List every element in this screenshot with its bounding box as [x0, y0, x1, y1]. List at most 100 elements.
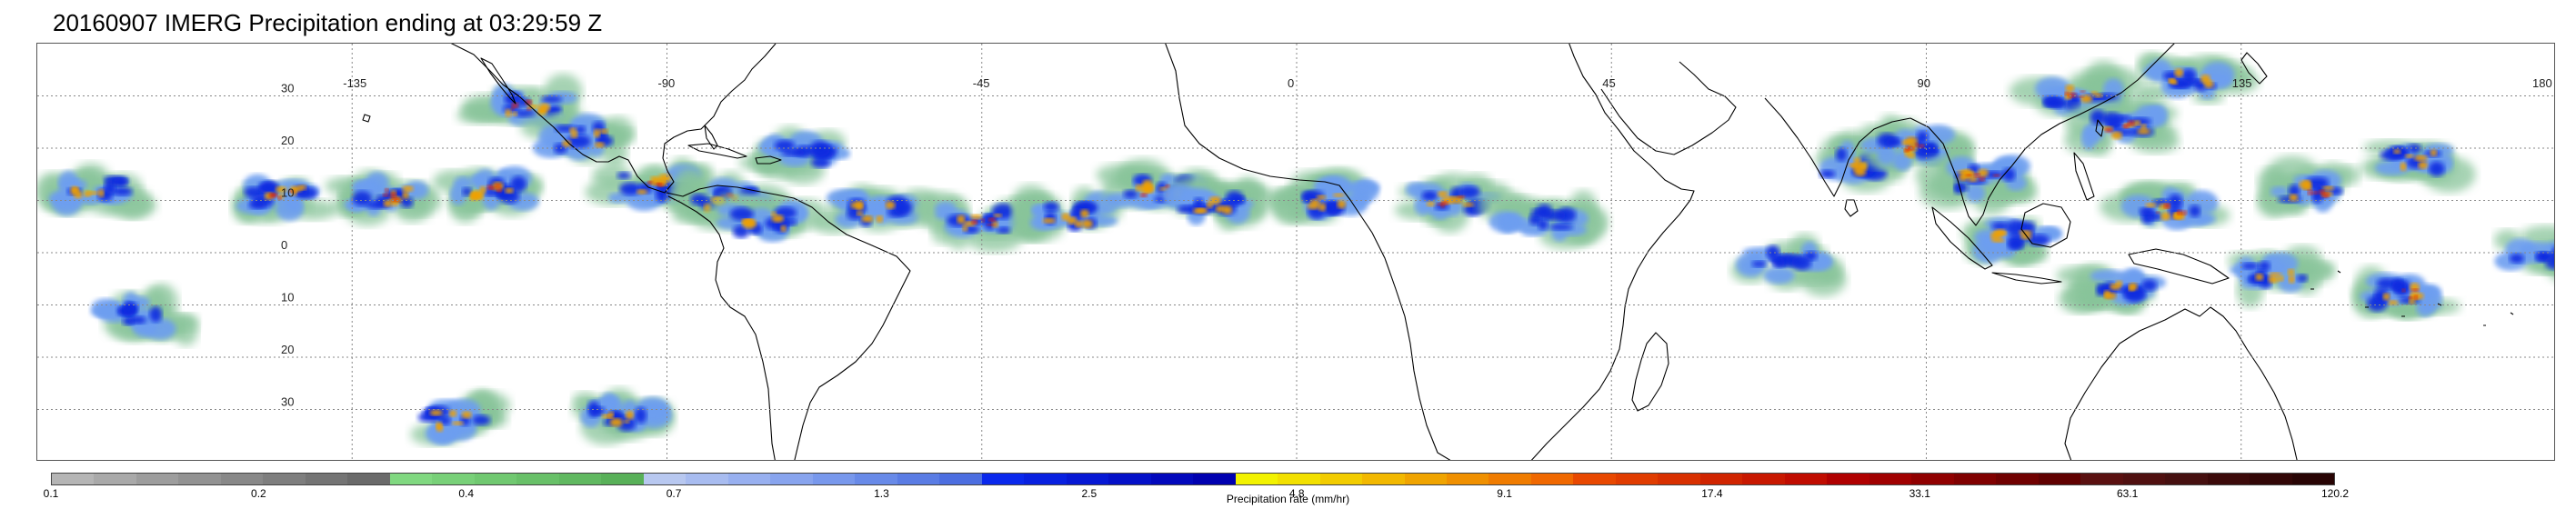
lon-label: 45	[1602, 76, 1615, 90]
precip-cell	[520, 113, 636, 167]
colorbar-cell	[1827, 474, 1869, 484]
colorbar-tick-label: 33.1	[1909, 487, 1930, 500]
colorbar-cell	[1362, 474, 1405, 484]
precip-cell	[1162, 173, 1274, 231]
colorbar-cell	[1615, 474, 1659, 484]
java-coastline	[1991, 272, 2062, 284]
lon-label: 90	[1918, 76, 1930, 90]
precip-cell	[37, 163, 157, 219]
southeast-asia-coastline	[1909, 44, 2175, 226]
africa-coastline	[1165, 44, 1695, 460]
lat-label: 0	[281, 238, 287, 252]
map-canvas: 30 20 10 0 10 20 30 -135 -90 -45 0 45 90 135 180	[37, 44, 2554, 460]
colorbar-cell	[474, 474, 517, 484]
colorbar-tick-label: 0.2	[251, 487, 266, 500]
lon-label: -135	[343, 76, 366, 90]
colorbar-cell	[812, 474, 856, 484]
colorbar-cell	[643, 474, 687, 484]
madagascar-coastline	[1631, 332, 1669, 412]
lat-label: 10	[281, 186, 294, 200]
colorbar-cell	[1699, 474, 1743, 484]
precipitation-layer	[37, 52, 2554, 446]
colorbar-cell	[1573, 474, 1616, 484]
precip-cell	[1730, 233, 1847, 297]
colorbar-cell	[1996, 474, 2039, 484]
colorbar-tick-label: 0.7	[666, 487, 682, 500]
india-coastline	[1764, 97, 1911, 197]
north-america-coastline	[450, 44, 777, 194]
precip-cell	[2227, 245, 2336, 308]
colorbar-cell	[1193, 474, 1236, 484]
precip-cell	[738, 125, 851, 185]
lon-label: -90	[658, 76, 676, 90]
precip-cell	[1267, 168, 1380, 225]
colorbar-cell	[981, 474, 1025, 484]
precip-cell	[1011, 185, 1123, 242]
colorbar-cell	[178, 474, 221, 484]
lat-label: 20	[281, 343, 294, 356]
colorbar-cell	[897, 474, 940, 484]
colorbar-tick-label: 0.1	[43, 487, 59, 500]
precip-cell	[571, 387, 676, 445]
colorbar-cell	[1108, 474, 1151, 484]
colorbar-cell	[1488, 474, 1531, 484]
colorbar-cell	[939, 474, 982, 484]
precip-cell	[1477, 189, 1609, 250]
colorbar-cell	[1404, 474, 1447, 484]
precip-cell	[2135, 52, 2260, 105]
hawaii-coastline	[362, 114, 371, 123]
colorbar-cell	[2122, 474, 2166, 484]
coastline-layer	[362, 44, 2514, 460]
precip-cell	[231, 174, 337, 224]
precip-cell	[707, 192, 829, 243]
colorbar-tick-label: 63.1	[2116, 487, 2139, 500]
precip-cell	[1961, 216, 2063, 265]
lat-label: 30	[281, 395, 294, 409]
lat-label: 30	[281, 82, 294, 95]
colorbar-cell	[347, 474, 390, 484]
precip-cell	[2493, 225, 2554, 280]
colorbar-cell	[1235, 474, 1278, 484]
colorbar-cell	[558, 474, 602, 484]
colorbar-tick-label: 0.4	[458, 487, 475, 500]
colorbar-cell	[52, 474, 95, 484]
precip-cell	[2064, 95, 2180, 155]
colorbar-cell	[1024, 474, 1067, 484]
precip-cell	[2056, 264, 2167, 314]
colorbar-cell	[727, 474, 771, 484]
colorbar-cell	[1278, 474, 1320, 484]
arabia-coastline	[1600, 61, 1737, 155]
lon-label: 135	[2232, 76, 2252, 90]
precip-cell	[1857, 115, 1974, 175]
sri-lanka-coastline	[1844, 199, 1859, 217]
colorbar-cell	[1742, 474, 1785, 484]
colorbar-cell	[1319, 474, 1363, 484]
colorbar-tick-label: 9.1	[1497, 487, 1512, 500]
australia-coastline	[2064, 306, 2298, 460]
south-america-coastline	[666, 185, 911, 460]
colorbar-cell	[1953, 474, 1997, 484]
colorbar-cell	[2207, 474, 2250, 484]
baja-california-coastline	[480, 57, 516, 105]
precip-cell	[2100, 182, 2230, 231]
colorbar-cell	[1530, 474, 1574, 484]
colorbar-cell	[1869, 474, 1912, 484]
hispaniola-coastline	[755, 155, 782, 165]
precipitation-map[interactable]: 30 20 10 0 10 20 30 -135 -90 -45 0 45 90 135 180	[36, 43, 2555, 461]
precip-cell	[2352, 265, 2461, 320]
colorbar-cell	[770, 474, 813, 484]
colorbar-cell	[389, 474, 433, 484]
precip-cell	[90, 283, 199, 346]
precip-cell	[433, 165, 544, 224]
colorbar-cell	[601, 474, 644, 484]
precip-cell	[325, 169, 443, 226]
taiwan-coastline	[2095, 119, 2104, 137]
colorbar-cell	[1066, 474, 1109, 484]
lon-label: 180	[2532, 76, 2552, 90]
precip-cell	[813, 184, 943, 235]
colorbar-tick-label: 1.3	[874, 487, 889, 500]
colorbar-cell	[855, 474, 897, 484]
colorbar-cell	[2291, 474, 2335, 484]
precip-cell	[1915, 155, 2038, 215]
new-guinea-coastline	[2128, 248, 2230, 284]
